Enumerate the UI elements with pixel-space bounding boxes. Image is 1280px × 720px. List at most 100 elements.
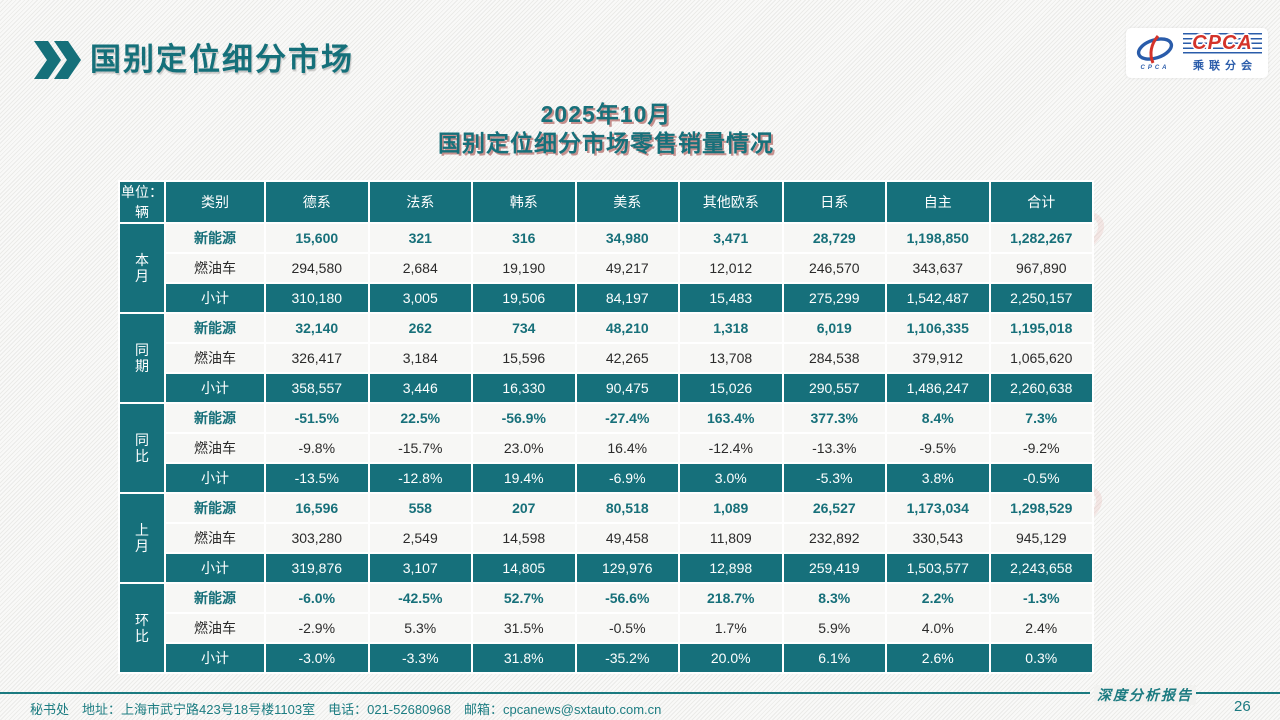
table-cell: 28,729	[781, 222, 887, 254]
table-cell: 163.4%	[678, 402, 784, 434]
table-row: 上 月新能源 16,596 558 207 80,518 1,089 26,527 1,173…	[118, 492, 1094, 584]
table-cell: 31.8%	[471, 642, 577, 674]
row-group-label: 环 比	[118, 582, 166, 674]
table-row: 小计 -13.5% -12.8% 19.4% -6.9% 3.0% -5.3% 3.8% -0.…	[119, 462, 1094, 494]
table-cell: 3,005	[367, 282, 473, 314]
table-cell: 2,260,638	[988, 372, 1094, 404]
table-row: 小计 358,557 3,446 16,330 90,475 15,026 290,557 1…	[119, 372, 1094, 404]
table-cell: 2,549	[367, 522, 473, 554]
table-cell: 31.5%	[471, 612, 577, 644]
table-cell: 290,557	[781, 372, 887, 404]
table-cell: 19.4%	[471, 462, 577, 494]
table-cell: 2.6%	[885, 642, 991, 674]
table-row: 燃油车 -2.9% 5.3% 31.5% -0.5% 1.7% 5.9% 4.0% 2.4%	[119, 612, 1094, 644]
footer-divider	[0, 692, 1090, 694]
table-cell: 1.7%	[678, 612, 784, 644]
table-cell: 14,598	[471, 522, 577, 554]
footer-contact: 秘书处 地址：上海市武宁路423号18号楼1103室 电话：021-526809…	[30, 702, 662, 717]
table-cell: 20.0%	[678, 642, 784, 674]
table-cell: 5.9%	[781, 612, 887, 644]
table-cell: 84,197	[574, 282, 680, 314]
row-group-label: 同 期	[118, 312, 166, 404]
table-cell: 246,570	[781, 252, 887, 284]
table-cell: 26,527	[781, 492, 887, 524]
row-category: 燃油车	[164, 342, 266, 374]
row-category: 燃油车	[164, 252, 266, 284]
table-cell: 218.7%	[678, 582, 784, 614]
table-cell: 15,026	[678, 372, 784, 404]
column-header: 日系	[781, 180, 887, 224]
column-header: 法系	[367, 180, 473, 224]
row-category: 燃油车	[164, 432, 266, 464]
table-cell: 49,217	[574, 252, 680, 284]
table-title: 2025年10月 国别定位细分市场零售销量情况	[118, 100, 1094, 158]
table-cell: 259,419	[781, 552, 887, 584]
table-cell: 2,243,658	[988, 552, 1094, 584]
table-cell: -0.5%	[988, 462, 1094, 494]
table-cell: -56.6%	[574, 582, 680, 614]
table-cell: -3.0%	[264, 642, 370, 674]
unit-label: 单位：辆	[118, 180, 166, 224]
table-cell: -9.8%	[264, 432, 370, 464]
table-cell: 34,980	[574, 222, 680, 254]
column-header: 美系	[574, 180, 680, 224]
table-cell: -2.9%	[264, 612, 370, 644]
table-row: 小计 310,180 3,005 19,506 84,197 15,483 275,299 1…	[119, 282, 1094, 314]
table-cell: 13,708	[678, 342, 784, 374]
column-header: 合计	[988, 180, 1094, 224]
table-cell: -35.2%	[574, 642, 680, 674]
table-cell: 1,318	[678, 312, 784, 344]
footer-divider-right	[1188, 692, 1280, 694]
table-cell: 23.0%	[471, 432, 577, 464]
table-cell: 11,809	[678, 522, 784, 554]
table-cell: -51.5%	[264, 402, 370, 434]
table-cell: 3,446	[367, 372, 473, 404]
table-cell: 207	[471, 492, 577, 524]
table-cell: 3.8%	[885, 462, 991, 494]
table-row: 环 比新能源 -6.0% -42.5% 52.7% -56.6% 218.7% 8.3% 2.…	[118, 582, 1094, 674]
cpca-logo: CPCA CPCA 乘联分会	[1126, 28, 1268, 78]
table-cell: 1,282,267	[988, 222, 1094, 254]
table-cell: 6,019	[781, 312, 887, 344]
table-cell: 1,503,577	[885, 552, 991, 584]
table-cell: 4.0%	[885, 612, 991, 644]
table-cell: -13.3%	[781, 432, 887, 464]
table-cell: 15,483	[678, 282, 784, 314]
page-number: 26	[1234, 698, 1251, 715]
table-cell: 2,684	[367, 252, 473, 284]
table-cell: -12.8%	[367, 462, 473, 494]
report-type-label: 深度分析报告	[1094, 685, 1196, 705]
table-title-line1: 2025年10月	[540, 101, 672, 127]
table-cell: -6.9%	[574, 462, 680, 494]
cpca-emblem-icon: CPCA	[1132, 35, 1178, 71]
double-chevron-icon	[34, 41, 81, 84]
table-cell: 6.1%	[781, 642, 887, 674]
table-cell: 321	[367, 222, 473, 254]
table-cell: 90,475	[574, 372, 680, 404]
table-cell: 49,458	[574, 522, 680, 554]
table-cell: 358,557	[264, 372, 370, 404]
table-cell: 316	[471, 222, 577, 254]
table-cell: 22.5%	[367, 402, 473, 434]
table-cell: 15,596	[471, 342, 577, 374]
table-cell: 19,190	[471, 252, 577, 284]
column-header: 类别	[164, 180, 266, 224]
table-cell: 129,976	[574, 552, 680, 584]
table-row: 燃油车 -9.8% -15.7% 23.0% 16.4% -12.4% -13.3% -9.5…	[119, 432, 1094, 464]
swoosh-icon	[1136, 35, 1174, 64]
table-cell: 945,129	[988, 522, 1094, 554]
table-cell: 0.3%	[988, 642, 1094, 674]
table-cell: 15,600	[264, 222, 370, 254]
table-cell: -0.5%	[574, 612, 680, 644]
table-cell: 8.4%	[885, 402, 991, 434]
table-cell: -9.5%	[885, 432, 991, 464]
table-cell: 303,280	[264, 522, 370, 554]
table-cell: -42.5%	[367, 582, 473, 614]
table-cell: 5.3%	[367, 612, 473, 644]
table-cell: 1,195,018	[988, 312, 1094, 344]
table-cell: 734	[471, 312, 577, 344]
row-category: 新能源	[164, 312, 266, 344]
table-cell: 2.2%	[885, 582, 991, 614]
table-cell: 16.4%	[574, 432, 680, 464]
